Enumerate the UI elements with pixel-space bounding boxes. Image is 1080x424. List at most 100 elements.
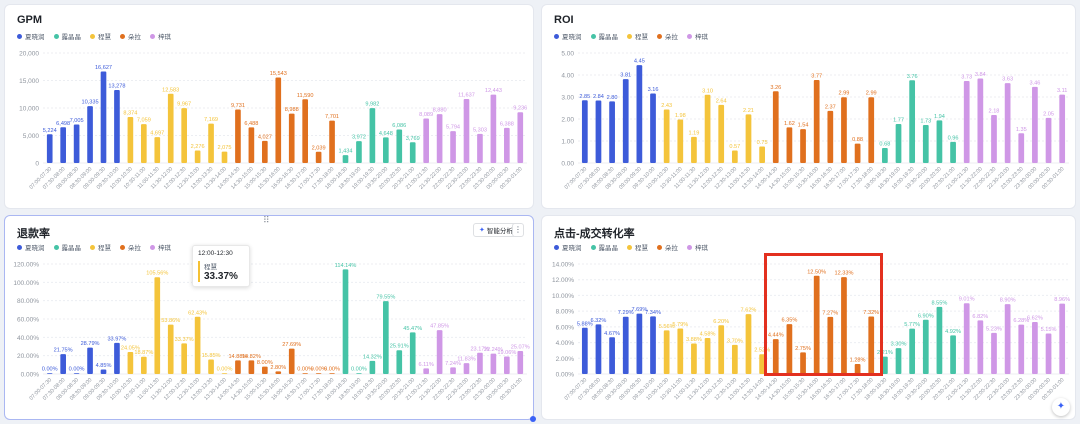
legend-dot	[150, 244, 155, 250]
legend-item[interactable]: 朵拉	[657, 31, 678, 41]
legend-item[interactable]: 夏晓润	[17, 31, 45, 41]
bar	[409, 332, 416, 374]
legend-item[interactable]: 露晶晶	[590, 242, 619, 252]
data-label: 79.55%	[376, 295, 395, 301]
legend: 夏晓润 露晶晶 程慧 朵拉 梓琪	[17, 242, 171, 252]
legend-item[interactable]: 露晶晶	[53, 242, 81, 252]
bar	[127, 116, 134, 163]
data-label: 14.82%	[242, 354, 261, 360]
bar	[759, 354, 765, 374]
data-label: 0.00%	[324, 367, 340, 373]
legend-item[interactable]: 程慧	[90, 31, 111, 41]
bar	[895, 348, 902, 374]
bar	[745, 114, 752, 163]
data-label: 0.88	[852, 137, 863, 143]
bar	[100, 369, 107, 374]
bar	[167, 324, 174, 374]
bar	[813, 275, 820, 374]
legend-label: 露晶晶	[598, 245, 619, 252]
data-label: 4,648	[379, 131, 393, 137]
data-label: 3.77	[811, 74, 822, 80]
data-label: 7,701	[325, 114, 339, 120]
bar	[288, 348, 295, 374]
data-label: 4.45	[634, 59, 645, 65]
legend-item[interactable]: 梓琪	[687, 31, 708, 41]
bar	[745, 314, 752, 374]
bar	[315, 151, 322, 163]
bar	[87, 347, 93, 374]
data-label: 6.62%	[1027, 315, 1043, 321]
data-label: 114.14%	[335, 263, 357, 269]
data-label: 7.27%	[822, 310, 838, 316]
legend-item[interactable]: 梓琪	[150, 31, 171, 41]
bar	[396, 350, 403, 374]
floating-assistant-button[interactable]: ✦	[1052, 398, 1070, 416]
legend-item[interactable]: 程慧	[627, 242, 648, 252]
drag-handle-icon[interactable]: ⠿	[263, 215, 270, 225]
bar	[759, 146, 765, 163]
legend-item[interactable]: 朵拉	[657, 242, 678, 252]
data-label: 28.79%	[81, 341, 100, 347]
more-options-button[interactable]: ⋮	[512, 223, 524, 237]
data-label: 8.00%	[257, 360, 273, 366]
data-label: 3.73	[961, 74, 972, 80]
data-label: 5,303	[473, 127, 487, 133]
refund-panel[interactable]: 退款率 夏晓润 露晶晶 程慧 朵拉 梓琪 0.00% 20.00% 40.00% 60.00%…	[4, 215, 534, 420]
legend-item[interactable]: 梓琪	[687, 242, 708, 252]
data-label: 8,988	[285, 107, 299, 113]
bar	[909, 80, 916, 163]
gpm-chart: 05,00010,00015,00020,0005,22407:00-07:30…	[19, 51, 527, 191]
legend-item[interactable]: 梓琪	[150, 242, 171, 252]
bar	[977, 320, 984, 374]
legend-dot	[53, 244, 59, 250]
data-label: 6,388	[500, 121, 514, 127]
legend-item[interactable]: 程慧	[90, 242, 111, 252]
bar	[882, 356, 888, 374]
y-tick-label: 8.00%	[556, 309, 575, 316]
legend-item[interactable]: 夏晓润	[554, 242, 582, 252]
data-label: 2,276	[191, 144, 205, 150]
bar	[772, 91, 779, 163]
data-label: 7.29%	[618, 310, 634, 316]
legend-item[interactable]: 夏晓润	[554, 31, 582, 41]
legend-item[interactable]: 朵拉	[120, 242, 141, 252]
data-label: 2.21%	[877, 350, 893, 356]
bar	[704, 94, 711, 163]
legend-item[interactable]: 夏晓润	[17, 242, 45, 252]
data-label: 3,972	[352, 135, 366, 141]
data-label: 3.26	[770, 85, 781, 91]
data-label: 3.11	[1057, 88, 1067, 94]
data-label: 33.97%	[107, 336, 126, 342]
bar	[275, 77, 282, 163]
bar	[396, 129, 403, 163]
y-tick-label: 60.00%	[17, 317, 39, 324]
data-label: 0.68	[879, 142, 890, 148]
legend-item[interactable]: 程慧	[627, 31, 648, 41]
data-label: 4.85%	[96, 363, 112, 369]
data-label: 5.79%	[672, 322, 688, 328]
data-label: 25.07%	[511, 345, 530, 351]
bar	[827, 110, 834, 163]
legend-label: 朵拉	[128, 34, 141, 41]
data-label: 4.58%	[700, 332, 716, 338]
legend-dot	[17, 244, 22, 250]
data-label: 6,086	[392, 123, 406, 129]
legend-item[interactable]: 露晶晶	[53, 31, 81, 41]
data-label: 13,278	[108, 83, 125, 89]
resize-handle[interactable]	[530, 416, 536, 422]
data-label: 24.05%	[121, 345, 140, 351]
bar	[895, 124, 902, 163]
legend-dot	[657, 33, 662, 39]
legend-label: 程慧	[635, 245, 648, 252]
tooltip-time: 12:00-12:30	[198, 250, 233, 257]
bar	[991, 115, 997, 163]
legend-item[interactable]: 露晶晶	[590, 31, 618, 41]
bar	[1004, 304, 1011, 374]
data-label: 3.10	[702, 88, 713, 94]
y-tick-label: 10,000	[19, 106, 39, 113]
bar	[369, 360, 376, 374]
bar	[517, 112, 524, 163]
legend-item[interactable]: 朵拉	[120, 31, 141, 41]
data-label: 6,498	[56, 121, 70, 127]
legend-label: 夏晓润	[562, 34, 582, 41]
